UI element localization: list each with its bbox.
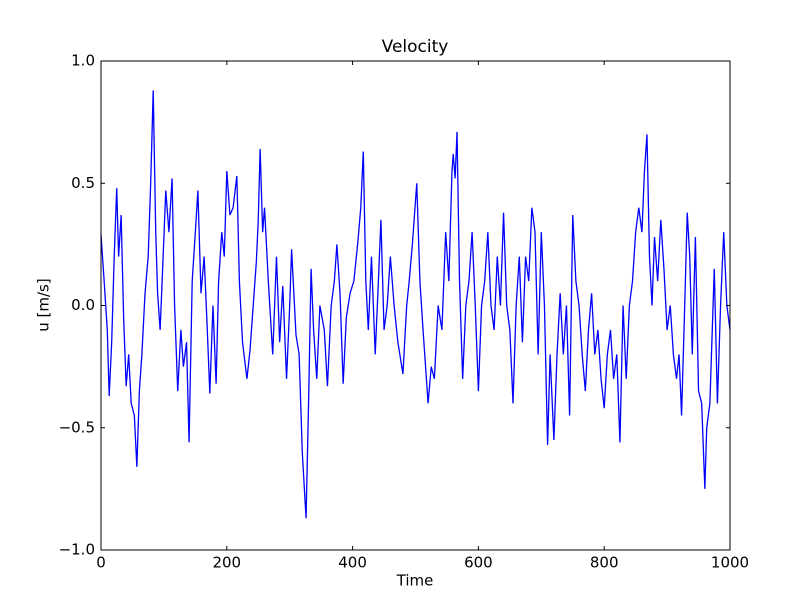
x-tick-label: 0 <box>96 554 106 572</box>
x-tick-label: 1000 <box>711 554 749 572</box>
x-tick-label: 600 <box>464 554 493 572</box>
y-tick-label: 0.5 <box>71 174 95 192</box>
data-line <box>100 90 731 519</box>
y-axis-label: u [m/s] <box>35 278 53 331</box>
chart-title: Velocity <box>382 37 449 57</box>
y-tick-label: −1.0 <box>59 541 95 559</box>
x-tick-label: 200 <box>212 554 241 572</box>
y-tick-label: −0.5 <box>59 418 95 436</box>
x-tick-label: 800 <box>590 554 619 572</box>
y-tick-label: 1.0 <box>71 52 95 70</box>
y-tick-label: 0.0 <box>71 296 95 314</box>
x-tick-label: 400 <box>338 554 367 572</box>
x-axis-label: Time <box>396 572 434 590</box>
